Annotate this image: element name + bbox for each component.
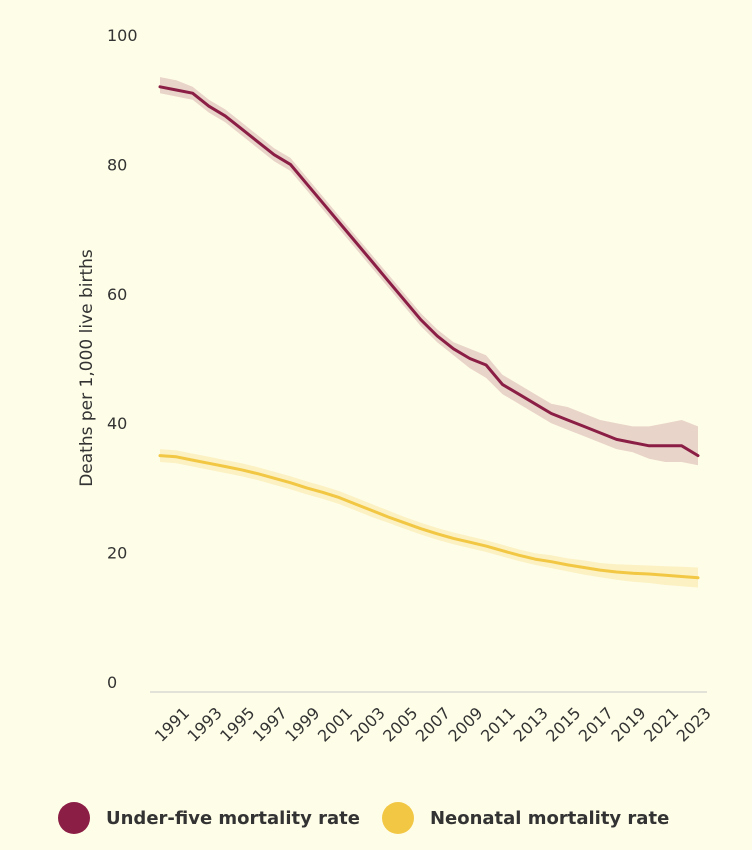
x-tick-label: 2017 xyxy=(575,703,617,745)
x-tick-label: 2015 xyxy=(542,703,584,745)
x-tick-label: 2005 xyxy=(379,703,421,745)
x-tick-label: 1993 xyxy=(184,703,226,745)
x-tick-label: 2013 xyxy=(510,703,552,745)
confidence-band xyxy=(160,77,698,466)
y-axis-label: Deaths per 1,000 live births xyxy=(77,249,97,487)
legend-label-neonatal: Neonatal mortality rate xyxy=(429,807,670,829)
y-tick-label: 40 xyxy=(107,414,127,433)
legend-label-under-five: Under-five mortality rate xyxy=(106,807,360,829)
x-tick-label: 2003 xyxy=(347,703,389,745)
x-tick-label: 1997 xyxy=(249,703,291,745)
x-tick-label: 1991 xyxy=(151,703,193,745)
y-tick-label: 60 xyxy=(107,285,127,304)
x-tick-label: 1999 xyxy=(281,703,323,745)
x-tick-label: 1995 xyxy=(216,703,258,745)
y-tick-label: 80 xyxy=(107,155,127,174)
x-tick-label: 2021 xyxy=(640,703,682,745)
x-tick-label: 2011 xyxy=(477,703,519,745)
confidence-bands xyxy=(160,77,698,588)
legend-swatch-under-five xyxy=(58,802,90,834)
legend-swatch-neonatal xyxy=(381,802,414,834)
y-tick-label: 20 xyxy=(107,544,127,563)
x-tick-label: 2023 xyxy=(673,703,715,745)
x-tick-label: 2007 xyxy=(412,703,454,745)
series-line xyxy=(158,85,700,458)
legend-item-under-five: Under-five mortality rate xyxy=(58,802,360,834)
x-axis-ticks: 1991199319951997199920012003200520072009… xyxy=(151,703,715,745)
x-tick-label: 2001 xyxy=(314,703,356,745)
x-tick-label: 2019 xyxy=(607,703,649,745)
legend: Under-five mortality rate Neonatal morta… xyxy=(58,800,691,836)
x-tick-label: 2009 xyxy=(444,703,486,745)
y-axis-ticks: 0 20 40 60 80 100 xyxy=(107,26,138,692)
series-line xyxy=(158,454,700,580)
y-tick-label: 100 xyxy=(107,26,138,45)
series-lines xyxy=(158,85,700,580)
y-tick-label: 0 xyxy=(107,673,117,692)
legend-item-neonatal: Neonatal mortality rate xyxy=(381,802,670,834)
